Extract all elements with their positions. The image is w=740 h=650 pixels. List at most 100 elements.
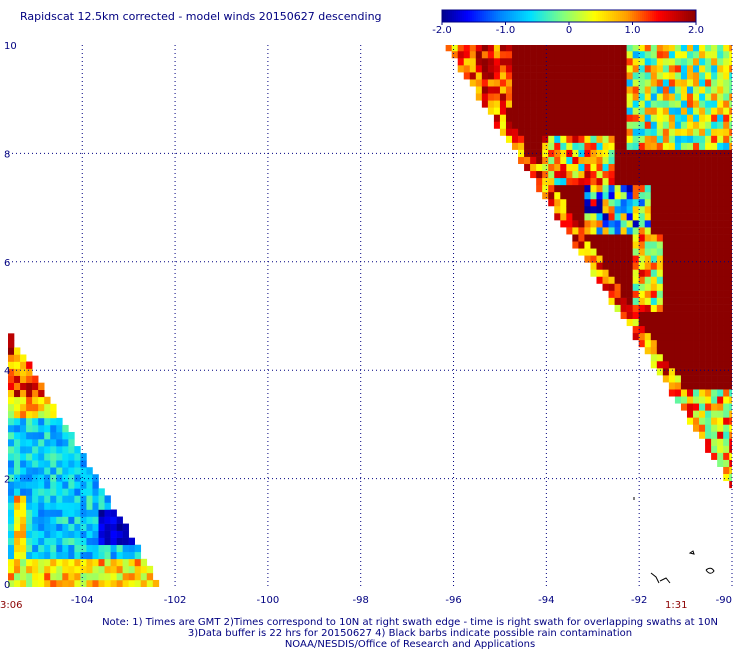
data-cell (505, 121, 513, 129)
data-cell (518, 100, 525, 108)
colorbar-tick-label: -1.0 (496, 25, 516, 36)
data-cell (680, 170, 688, 179)
data-cell (680, 163, 688, 172)
data-cell (32, 579, 39, 587)
colorbar-cell (520, 10, 523, 22)
x-tick-label: -92 (631, 595, 647, 606)
data-cell (44, 417, 51, 426)
data-cell (499, 65, 507, 73)
data-cell (674, 375, 682, 383)
data-cell (38, 509, 45, 517)
data-cell (668, 177, 676, 186)
data-cell (44, 558, 51, 567)
data-cell (626, 170, 633, 179)
data-cell (560, 191, 567, 200)
data-cell (614, 121, 621, 129)
data-cell (626, 121, 633, 129)
data-cell (699, 93, 706, 101)
data-cell (638, 156, 646, 164)
data-cell (711, 325, 718, 334)
data-cell (729, 325, 732, 334)
data-cell (620, 311, 627, 320)
data-cell (626, 163, 633, 172)
data-cell (458, 37, 464, 44)
data-cell (668, 142, 676, 150)
data-cell (693, 382, 700, 390)
data-cell (656, 297, 664, 305)
data-cell (14, 474, 21, 482)
data-cell (56, 431, 63, 440)
data-cell (566, 170, 573, 179)
data-cell (548, 114, 555, 122)
data-cell (675, 37, 681, 44)
data-cell (717, 72, 724, 80)
data-cell (638, 93, 646, 101)
data-cell (650, 290, 658, 298)
data-cell (705, 79, 712, 87)
data-cell (590, 262, 597, 270)
data-cell (584, 142, 591, 150)
data-cell (638, 332, 646, 341)
data-cell (20, 488, 27, 496)
colorbar-cell (582, 10, 585, 22)
data-cell (32, 382, 39, 391)
data-cell (104, 544, 111, 553)
data-cell (729, 114, 732, 122)
data-cell (699, 234, 706, 242)
data-cell (620, 45, 627, 52)
colorbar-cell (646, 10, 649, 22)
data-cell (80, 579, 87, 587)
data-cell (723, 100, 730, 108)
data-cell (656, 205, 664, 214)
data-cell (26, 523, 33, 531)
data-cell (44, 431, 51, 440)
data-cell (38, 410, 45, 419)
data-cell (668, 368, 676, 376)
data-cell (620, 297, 627, 305)
data-cell (662, 311, 670, 320)
data-cell (668, 346, 676, 355)
colorbar-cell (512, 10, 515, 22)
data-cell (56, 544, 63, 553)
data-cell (536, 50, 543, 59)
data-cell (20, 446, 27, 454)
data-cell (705, 332, 712, 341)
data-cell (44, 410, 51, 419)
data-cell (711, 368, 718, 376)
data-cell (26, 551, 33, 560)
data-cell (711, 37, 717, 44)
data-cell (584, 50, 591, 59)
data-cell (705, 375, 712, 383)
data-cell (56, 467, 63, 475)
data-cell (608, 227, 615, 235)
data-cell (680, 79, 688, 87)
data-cell (693, 128, 700, 136)
data-cell (560, 170, 567, 179)
data-cell (566, 163, 573, 172)
data-cell (686, 93, 694, 101)
data-cell (530, 156, 537, 164)
data-cell (638, 205, 646, 214)
data-cell (38, 530, 45, 538)
data-cell (602, 58, 609, 66)
data-cell (554, 213, 561, 221)
data-cell (14, 460, 21, 468)
data-cell (656, 234, 664, 242)
data-cell (104, 516, 111, 524)
data-cell (632, 86, 640, 94)
data-cell (632, 177, 640, 186)
colorbar-cell (642, 10, 645, 22)
data-cell (723, 142, 730, 150)
data-cell (686, 241, 694, 249)
data-cell (26, 516, 33, 524)
data-cell (644, 65, 652, 73)
data-cell (530, 107, 537, 115)
data-cell (650, 93, 658, 101)
data-cell (548, 58, 555, 66)
data-cell (32, 516, 39, 524)
data-cell (705, 255, 712, 263)
data-cell (717, 353, 724, 362)
data-cell (693, 135, 700, 143)
data-cell (572, 58, 579, 66)
data-cell (668, 121, 676, 129)
